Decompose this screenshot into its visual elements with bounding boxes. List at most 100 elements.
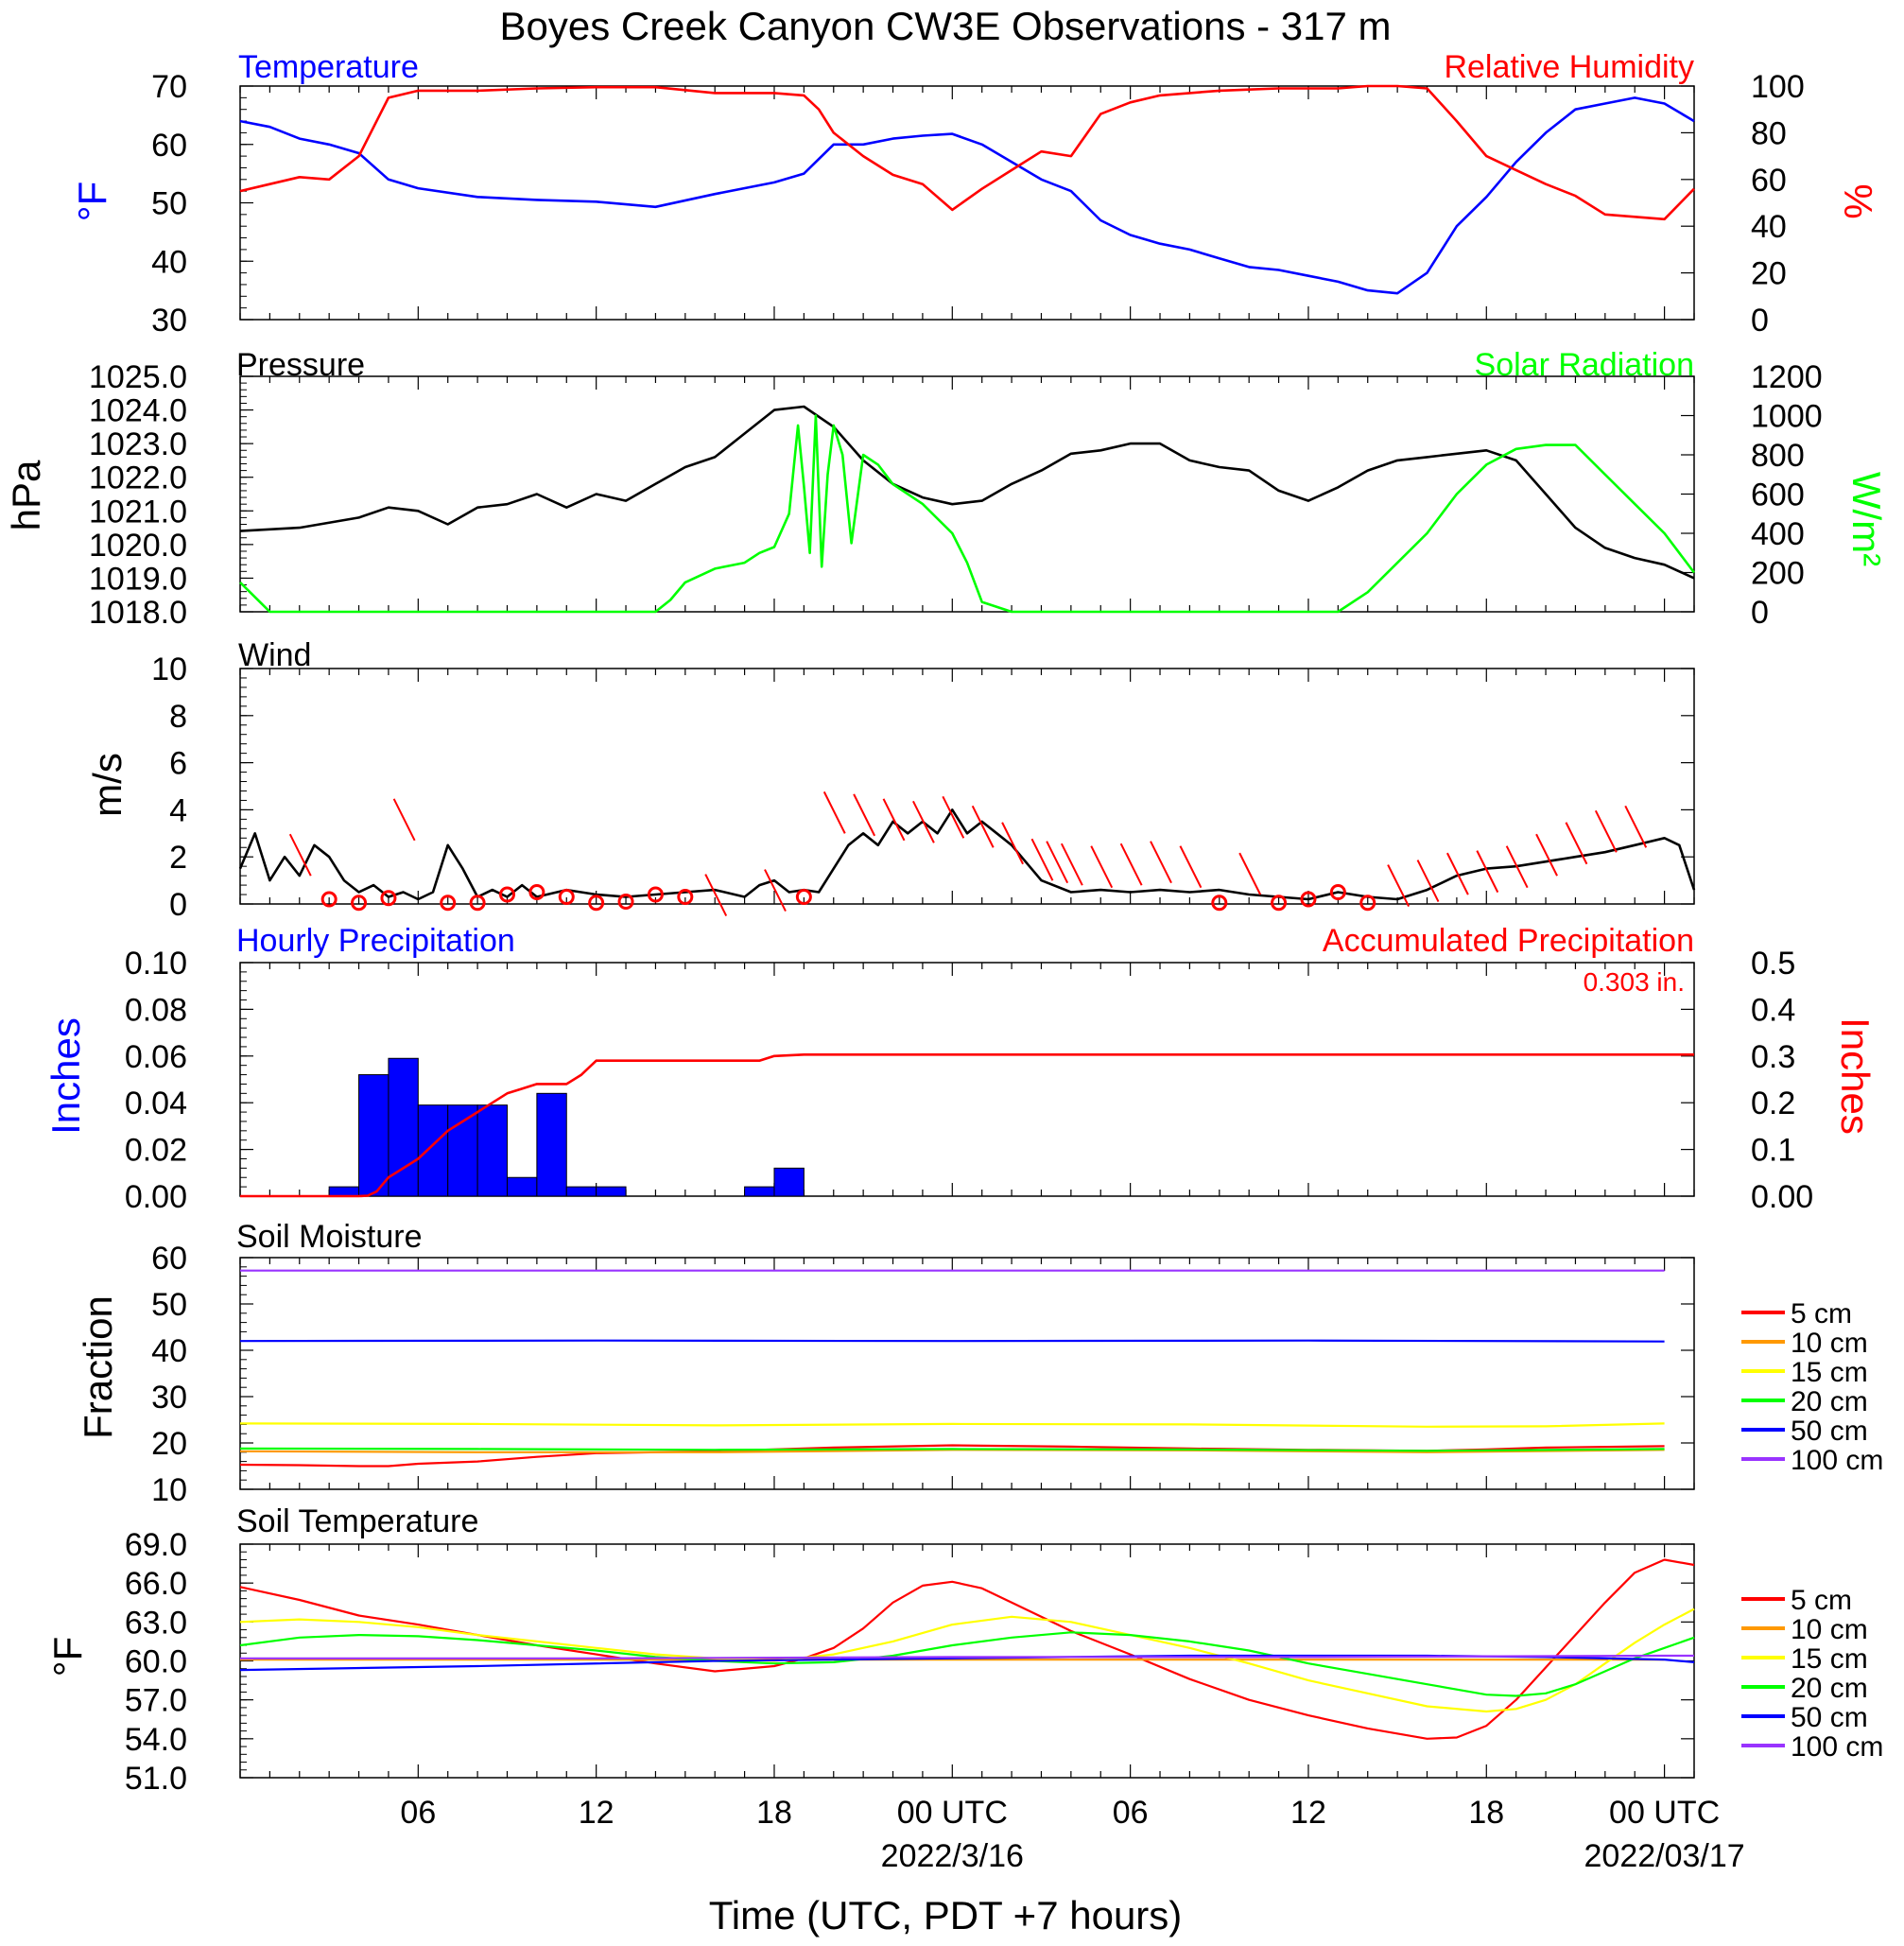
soil-moisture-title: Soil Moisture (236, 1219, 423, 1255)
precip-bar (565, 1186, 597, 1197)
y-tick-label-right: 0 (1751, 595, 1769, 631)
y-tick-label-right: 80 (1751, 115, 1787, 151)
y-tick-label: 20 (151, 1426, 187, 1462)
wind-barb (1535, 833, 1558, 877)
legend-label: 5 cm (1791, 1585, 1852, 1616)
series-line-20-cm (239, 1631, 1695, 1697)
wind-barb (1565, 822, 1588, 865)
accum-total-annotation: 0.303 in. (1584, 967, 1685, 997)
x-tick-label: 12 (579, 1795, 614, 1831)
calm-wind-circle (558, 889, 575, 906)
precip-bar (447, 1104, 478, 1197)
pressure-plot-area: 1018.01019.01020.01021.01022.01023.01024… (89, 359, 1823, 631)
y-tick-label-right: 40 (1751, 209, 1787, 245)
panel-frame (239, 668, 1695, 905)
precip-bar (328, 1186, 360, 1197)
y-tick-label: 6 (169, 746, 187, 782)
y-tick-label-right: 0.00 (1751, 1179, 1813, 1215)
y-tick-label-right: 0.5 (1751, 946, 1795, 982)
wind-barb (1119, 843, 1143, 886)
y-tick-label-right: 1200 (1751, 359, 1823, 395)
soil-temperature-panel: Soil Temperature °F 51.054.057.060.063.0… (45, 1503, 1883, 1797)
legend-label: 20 cm (1791, 1386, 1868, 1417)
x-tick-label: 12 (1290, 1795, 1326, 1831)
wind-barb (392, 798, 416, 842)
wind-plot-area: 0 2 4 6 8 10 (151, 652, 1696, 923)
y-tick-label: 1025.0 (89, 359, 187, 395)
wind-barb (704, 874, 728, 916)
y-tick-label: 40 (151, 1333, 187, 1369)
wind-barb (1387, 864, 1411, 908)
x-axis: 06 12 18 00 UTC 06 12 18 00 UTC 2022/3/16 2022/03… (400, 1795, 1744, 1874)
legend-label: 50 cm (1791, 1702, 1868, 1733)
calm-wind-circle (795, 889, 812, 906)
precip-bar (506, 1176, 538, 1197)
solar-title: Solar Radiation (1475, 347, 1694, 383)
y-tick-label: 1022.0 (89, 460, 187, 496)
wind-barb (764, 869, 787, 912)
x-tick-label: 06 (400, 1795, 436, 1831)
series-line-100-cm (240, 1654, 1694, 1659)
x-tick-label: 18 (756, 1795, 792, 1831)
wind-barb (1505, 845, 1529, 889)
precip-bar (358, 1074, 389, 1197)
series-line-15-cm (239, 1422, 1665, 1428)
y-tick-label: 60 (151, 1241, 187, 1277)
y-tick-label-right: 1000 (1751, 399, 1823, 435)
y-tick-label: 54.0 (125, 1722, 187, 1758)
solar-unit: W/m² (1844, 472, 1889, 566)
calm-wind-circle (498, 886, 515, 903)
y-tick-label: 51.0 (125, 1761, 187, 1797)
series-line-20-cm (239, 1447, 1665, 1452)
y-tick-label: 0.10 (125, 946, 187, 982)
wind-barb (1476, 850, 1499, 894)
wind-barb (971, 805, 995, 848)
wind-barb (1446, 852, 1469, 895)
x-tick-label: 06 (1113, 1795, 1149, 1831)
wind-title: Wind (238, 637, 311, 673)
y-tick-label: 1024.0 (89, 393, 187, 429)
y-tick-label: 0.04 (125, 1086, 187, 1121)
y-tick-label: 50 (151, 186, 187, 222)
y-tick-label-right: 0.1 (1751, 1133, 1795, 1169)
humidity-title: Relative Humidity (1444, 49, 1694, 85)
calm-wind-circle (1211, 895, 1228, 912)
series-line-50-cm (239, 1654, 1695, 1672)
wind-barb (1594, 809, 1618, 853)
wind-barb (1090, 845, 1114, 889)
y-tick-label: 0.02 (125, 1133, 187, 1169)
legend-label: 100 cm (1791, 1731, 1883, 1763)
y-tick-label: 0.06 (125, 1039, 187, 1075)
y-tick-label: 63.0 (125, 1605, 187, 1641)
y-tick-label: 1021.0 (89, 494, 187, 530)
wind-barb (1046, 841, 1069, 884)
precip-bar (596, 1186, 627, 1197)
panel-frame (239, 1543, 1695, 1779)
wind-barb (1238, 852, 1262, 895)
y-tick-label-right: 0.4 (1751, 992, 1795, 1028)
wind-barb (942, 795, 965, 839)
x-axis-label: Time (UTC, PDT +7 hours) (709, 1893, 1183, 1937)
calm-wind-circle (351, 895, 368, 912)
pressure-panel: Pressure Solar Radiation hPa W/m² 1018.0… (4, 347, 1889, 631)
legend-label: 20 cm (1791, 1673, 1868, 1704)
accum-precip-title: Accumulated Precipitation (1323, 923, 1694, 959)
series-line-temperature (239, 96, 1695, 295)
y-tick-label-right: 200 (1751, 556, 1805, 592)
wind-barb (1001, 822, 1024, 865)
wind-barb (1030, 838, 1054, 881)
precip-bar (536, 1092, 567, 1197)
y-tick-label: 60.0 (125, 1644, 187, 1680)
legend-label: 50 cm (1791, 1416, 1868, 1447)
calm-wind-circle (380, 890, 397, 907)
temperature-unit: °F (70, 182, 114, 221)
y-tick-label: 4 (169, 792, 187, 828)
legend-label: 15 cm (1791, 1643, 1868, 1675)
y-tick-label: 1023.0 (89, 426, 187, 462)
y-tick-label-right: 0.3 (1751, 1039, 1795, 1075)
calm-wind-circle (1359, 895, 1376, 912)
temperature-panel: Temperature Relative Humidity °F % 30 40 5… (70, 49, 1880, 339)
y-tick-label: 1020.0 (89, 528, 187, 564)
